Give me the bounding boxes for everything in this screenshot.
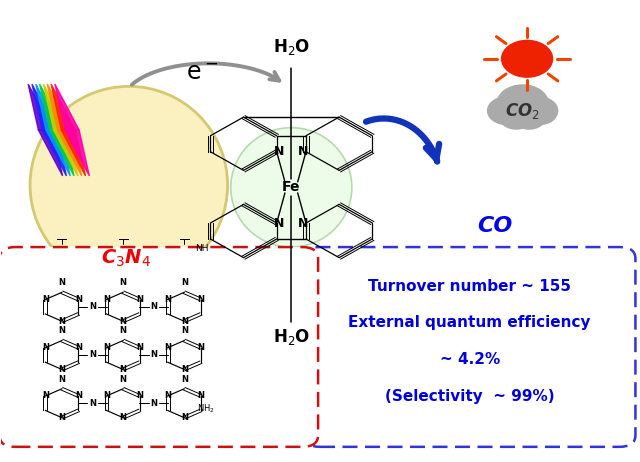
Text: N: N (58, 365, 65, 374)
Text: N: N (120, 326, 127, 335)
Text: N: N (103, 391, 110, 401)
Text: N: N (103, 295, 110, 304)
Text: CO: CO (477, 216, 513, 237)
Polygon shape (38, 130, 63, 176)
Text: N: N (42, 391, 49, 401)
Text: NH$_2$: NH$_2$ (196, 402, 214, 415)
Polygon shape (55, 84, 79, 130)
Polygon shape (47, 84, 72, 130)
Text: N: N (150, 399, 157, 407)
Text: N: N (58, 317, 65, 326)
Text: N: N (298, 145, 308, 158)
Text: N: N (180, 278, 188, 287)
Polygon shape (61, 130, 86, 176)
Text: N: N (164, 391, 172, 401)
Circle shape (500, 105, 533, 129)
Text: (Selectivity  ~ 99%): (Selectivity ~ 99%) (385, 389, 554, 404)
Text: N: N (58, 278, 65, 287)
Text: N: N (180, 413, 188, 422)
Polygon shape (51, 84, 76, 130)
Polygon shape (28, 84, 52, 130)
Text: H$_2$O: H$_2$O (273, 37, 310, 57)
Text: N: N (89, 399, 96, 407)
Text: C$_3$N$_4$: C$_3$N$_4$ (100, 248, 150, 269)
Text: N: N (58, 326, 65, 335)
Text: N: N (136, 391, 143, 401)
Text: N: N (180, 375, 188, 383)
Text: Fe: Fe (282, 180, 301, 195)
Text: N: N (75, 391, 82, 401)
Text: N: N (197, 295, 204, 304)
Text: N: N (164, 343, 172, 352)
Text: N: N (197, 343, 204, 352)
Circle shape (502, 40, 552, 77)
Polygon shape (44, 84, 68, 130)
Text: CO$_2$: CO$_2$ (505, 101, 540, 121)
Text: N: N (75, 343, 82, 352)
Circle shape (520, 97, 557, 124)
Circle shape (497, 85, 548, 122)
Text: NH: NH (195, 244, 208, 254)
Polygon shape (40, 84, 64, 130)
Text: N: N (120, 413, 127, 422)
Text: N: N (274, 217, 284, 230)
Text: N: N (120, 375, 127, 383)
Text: N: N (89, 302, 96, 311)
Text: Turnover number ~ 155: Turnover number ~ 155 (368, 279, 572, 294)
Polygon shape (50, 130, 74, 176)
Circle shape (488, 97, 526, 124)
Ellipse shape (30, 86, 228, 284)
Polygon shape (54, 130, 78, 176)
FancyBboxPatch shape (304, 247, 636, 447)
Text: N: N (136, 295, 143, 304)
Polygon shape (32, 84, 56, 130)
Text: H$_2$O: H$_2$O (273, 327, 310, 346)
Text: N: N (120, 278, 127, 287)
Text: N: N (136, 343, 143, 352)
Circle shape (528, 104, 556, 124)
Text: ~ 4.2%: ~ 4.2% (440, 352, 500, 367)
Ellipse shape (231, 128, 352, 247)
Text: e$^-$: e$^-$ (186, 61, 218, 85)
Text: N: N (75, 295, 82, 304)
Text: N: N (180, 326, 188, 335)
Text: N: N (42, 295, 49, 304)
Polygon shape (46, 130, 70, 176)
Text: N: N (180, 365, 188, 374)
Polygon shape (58, 130, 82, 176)
Text: N: N (150, 302, 157, 311)
Text: N: N (58, 375, 65, 383)
Text: N: N (298, 217, 308, 230)
Text: External quantum efficiency: External quantum efficiency (349, 316, 591, 330)
Text: N: N (120, 317, 127, 326)
Text: N: N (197, 391, 204, 401)
Text: N: N (164, 295, 172, 304)
Text: N: N (42, 343, 49, 352)
Text: N: N (58, 413, 65, 422)
FancyBboxPatch shape (0, 247, 318, 447)
Text: N: N (103, 343, 110, 352)
Circle shape (513, 105, 545, 129)
Text: N: N (89, 351, 96, 359)
Text: N: N (120, 365, 127, 374)
Text: N: N (180, 317, 188, 326)
Text: N: N (150, 351, 157, 359)
Polygon shape (65, 130, 90, 176)
Polygon shape (42, 130, 67, 176)
Text: N: N (274, 145, 284, 158)
Polygon shape (36, 84, 60, 130)
